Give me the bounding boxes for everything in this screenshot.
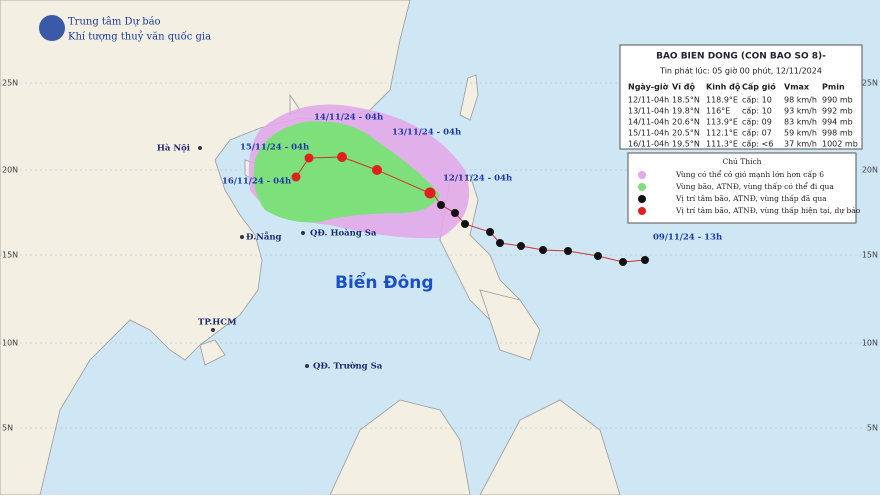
track-label: 16/11/24 - 04h [222, 177, 291, 187]
bulletin-cell: 14/11-04h [628, 118, 669, 127]
latitude-label: 20N [2, 166, 18, 175]
track-label: 15/11/24 - 04h [240, 143, 309, 153]
bulletin-cell: 15/11-04h [628, 129, 669, 138]
legend-box [627, 152, 857, 224]
column-header: Pmin [822, 83, 845, 92]
bulletin-cell: 16/11-04h [628, 140, 669, 149]
forecast-positions [291, 152, 436, 199]
bulletin-cell: 18.5°N [672, 96, 700, 105]
place-label: QĐ. Trường Sa [313, 361, 383, 372]
latitude-label: 15N [862, 251, 878, 260]
track-label: 14/11/24 - 04h [314, 113, 383, 123]
bulletin-cell: 112.1°E [706, 129, 738, 138]
track-label: 13/11/24 - 04h [392, 128, 461, 138]
latitude-label: 15N [2, 251, 18, 260]
bulletin-box [619, 44, 863, 150]
bulletin-cell: 13/11-04h [628, 107, 669, 116]
latitude-label: 25N [2, 79, 18, 88]
legend-title: Chú Thích [722, 157, 761, 166]
legend-symbol [638, 195, 646, 203]
bulletin-issued: Tin phát lúc: 05 giờ 00 phút, 12/11/2024 [659, 66, 822, 76]
legend-item: Vị trí tâm bão, ATNĐ, vùng thấp hiện tại… [675, 206, 861, 215]
bulletin-cell: 19.8°N [672, 107, 700, 116]
bulletin-cell: cấp: 10 [742, 106, 772, 116]
bulletin-cell: 37 km/h [784, 140, 817, 149]
place-dot [198, 146, 202, 150]
column-header: Kinh độ [706, 83, 741, 92]
column-header: Vmax [784, 83, 810, 92]
place-label: Đ.Nẵng [246, 231, 282, 243]
bulletin-cell: 992 mb [822, 107, 853, 116]
latitude-label: 5N [2, 424, 13, 433]
bulletin-cell: 994 mb [822, 118, 853, 127]
legend-item: Vị trí tâm bão, ATNĐ, vùng thấp đã qua [675, 194, 827, 203]
legend-item: Vùng bão, ATNĐ, vùng thấp có thể đi qua [675, 182, 834, 191]
bulletin-cell: 98 km/h [784, 96, 817, 105]
bulletin-cell: cấp: 09 [742, 117, 772, 127]
past-positions [437, 201, 649, 266]
bulletin-cell: 20.5°N [672, 129, 700, 138]
place-dot [240, 235, 244, 239]
place-dot [301, 231, 305, 235]
track-line [295, 156, 646, 263]
bulletin-cell: 116°E [706, 107, 730, 116]
place-label: QĐ. Hoàng Sa [310, 228, 377, 239]
track-label: 09/11/24 - 13h [653, 233, 722, 243]
bulletin-cell: 111.3°E [706, 140, 738, 149]
bulletin-cell: 19.5°N [672, 140, 700, 149]
latitude-label: 20N [862, 166, 878, 175]
bulletin-cell: 998 mb [822, 129, 853, 138]
sea-label: Biển Đông [335, 271, 434, 293]
bulletin-cell: 59 km/h [784, 129, 817, 138]
bulletin-cell: 1002 mb [822, 140, 858, 149]
latitude-label: 25N [862, 79, 878, 88]
legend-item: Vùng có thể có gió mạnh lớn hơn cấp 6 [675, 170, 824, 179]
column-header: Vĩ độ [672, 83, 695, 92]
bulletin-cell: 12/11-04h [628, 96, 669, 105]
legend-symbol [638, 207, 646, 215]
bulletin-cell: cấp: 07 [742, 128, 772, 138]
bulletin-cell: cấp: 10 [742, 95, 772, 105]
bulletin-cell: 113.9°E [706, 118, 738, 127]
bulletin-cell: 20.6°N [672, 118, 700, 127]
bulletin-cell: 93 km/h [784, 107, 817, 116]
bulletin-cell: 990 mb [822, 96, 853, 105]
bulletin-cell: cấp: <6 [742, 139, 773, 149]
bulletin-cell: 83 km/h [784, 118, 817, 127]
track-label: 12/11/24 - 04h [443, 174, 512, 184]
place-label: Hà Nội [157, 143, 191, 154]
agency-subtitle: Khí tượng thuỷ văn quốc gia [68, 32, 211, 43]
legend-symbol [638, 171, 646, 179]
place-dot [305, 364, 309, 368]
bulletin-title: BAO BIEN DONG (CON BAO SO 8)- [656, 52, 826, 62]
forecast-cone [253, 121, 440, 223]
latitude-label: 5N [867, 424, 878, 433]
legend-symbol [638, 183, 646, 191]
column-header: Ngày-giờ [628, 82, 669, 92]
logo [39, 15, 65, 41]
place-dot [211, 328, 215, 332]
column-header: Cấp gió [742, 82, 776, 92]
latitude-label: 10N [2, 339, 18, 348]
latitude-label: 10N [862, 339, 878, 348]
agency: Trung tâm Dự báo [68, 17, 161, 28]
bulletin-cell: 118.9°E [706, 96, 738, 105]
place-label: TP.HCM [198, 318, 237, 328]
